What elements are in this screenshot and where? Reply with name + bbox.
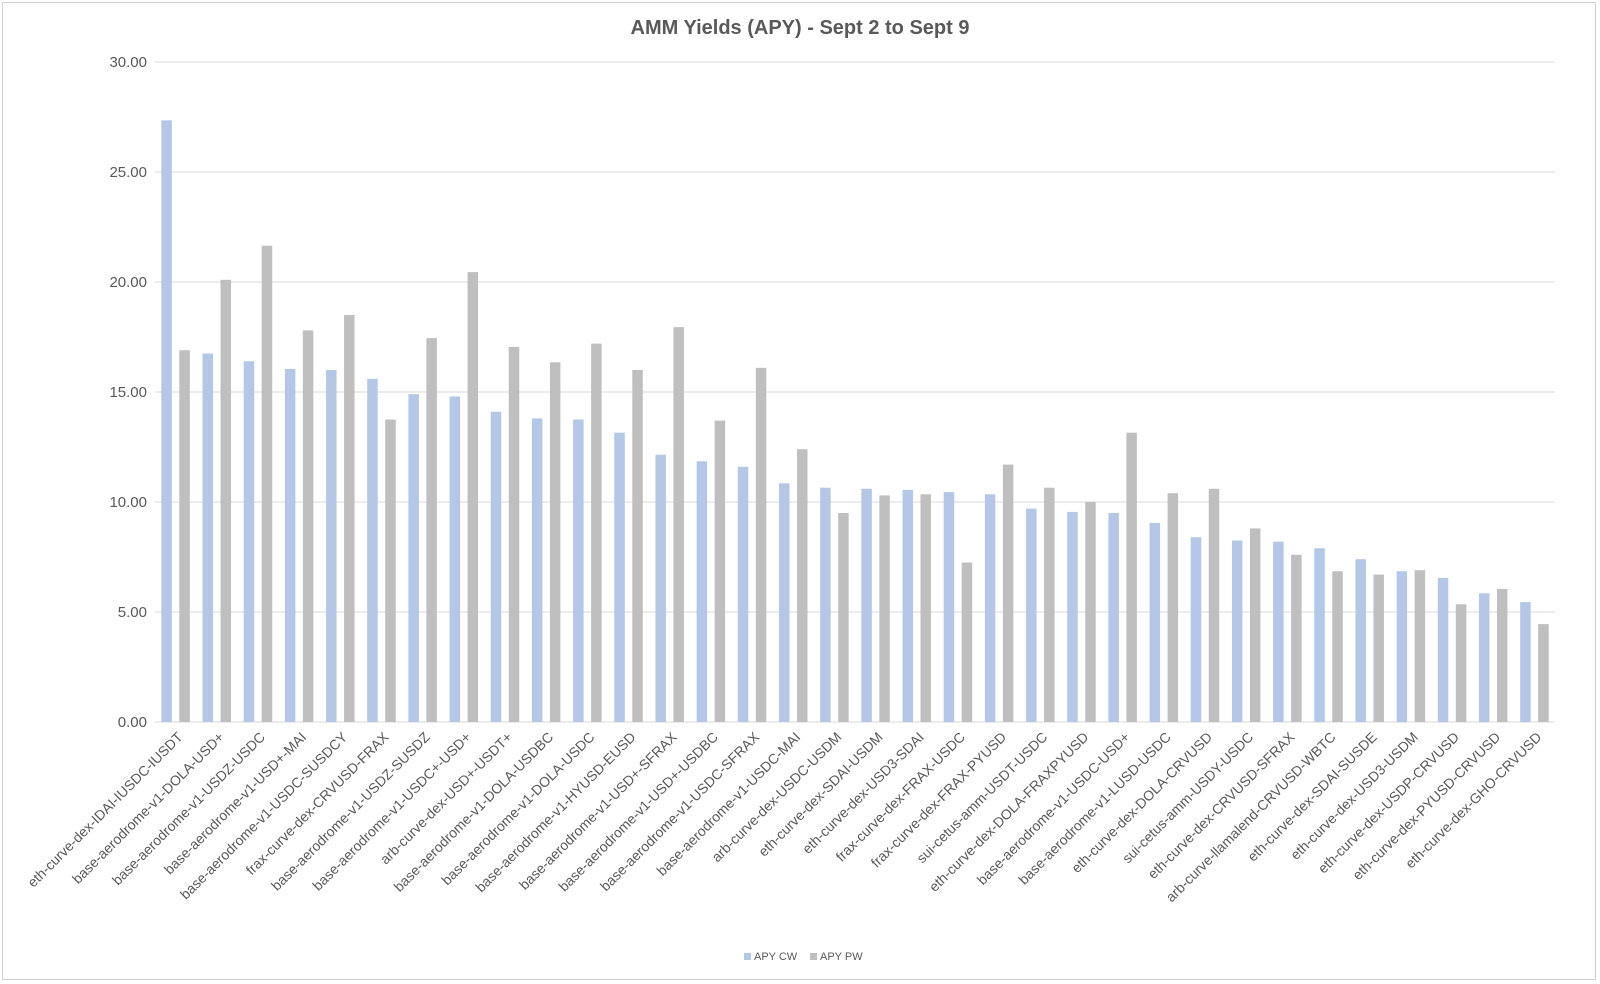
legend: APY CW APY PW xyxy=(744,951,863,963)
bar-apy-cw xyxy=(737,466,749,722)
chart-title: AMM Yields (APY) - Sept 2 to Sept 9 xyxy=(631,17,970,39)
bar-apy-cw xyxy=(1067,511,1078,722)
bar-apy-cw xyxy=(1437,577,1449,722)
bar-apy-cw xyxy=(614,432,625,722)
bar-apy-pw xyxy=(1414,570,1426,722)
bar-apy-pw xyxy=(1455,604,1467,722)
y-tick-label: 10.00 xyxy=(109,494,147,511)
bar-apy-cw xyxy=(984,494,996,722)
bar-apy-cw xyxy=(696,461,708,722)
bar-apy-pw xyxy=(549,362,561,722)
bar-apy-pw xyxy=(385,419,396,722)
gridlines xyxy=(155,61,1555,723)
bar-apy-cw xyxy=(820,487,831,722)
bar-apy-cw xyxy=(1273,541,1284,722)
bars xyxy=(161,120,1549,723)
bar-apy-cw xyxy=(1478,593,1490,722)
bar-apy-pw xyxy=(261,245,273,722)
bar-apy-cw xyxy=(1231,540,1243,722)
bar-apy-cw xyxy=(655,454,666,722)
bar-apy-cw xyxy=(449,396,461,722)
bar-apy-pw xyxy=(755,367,767,722)
y-tick-label: 30.00 xyxy=(109,54,147,71)
bar-apy-pw xyxy=(1208,488,1220,722)
bar-apy-pw xyxy=(1002,464,1014,722)
bar-apy-cw xyxy=(573,419,584,722)
bar-apy-pw xyxy=(467,272,479,722)
bar-apy-cw xyxy=(1396,571,1408,722)
bar-apy-pw xyxy=(796,449,808,722)
bar-apy-pw xyxy=(302,330,314,722)
bar-apy-cw xyxy=(1314,548,1325,722)
bar-apy-cw xyxy=(1108,513,1119,722)
bar-apy-pw xyxy=(1332,571,1343,722)
bar-apy-pw xyxy=(508,346,520,722)
bar-apy-cw xyxy=(861,488,872,722)
bar-apy-pw xyxy=(714,420,726,722)
bar-apy-cw xyxy=(243,361,255,722)
bar-apy-cw xyxy=(1355,559,1366,722)
bar-apy-cw xyxy=(408,394,419,722)
bar-apy-pw xyxy=(1249,528,1261,722)
bar-apy-pw xyxy=(632,370,643,722)
legend-swatch xyxy=(744,953,751,960)
bar-apy-cw xyxy=(490,411,502,722)
bar-apy-cw xyxy=(202,353,214,722)
x-tick-label: base-aerodrome-v1-USDC-USD+ xyxy=(974,729,1133,888)
x-tick-label: base-aerodrome-v1-DOLA-USD+ xyxy=(69,729,227,887)
bar-apy-pw xyxy=(1126,432,1137,722)
legend-label: APY CW xyxy=(754,951,798,963)
bar-apy-cw xyxy=(1190,537,1202,722)
bar-apy-cw xyxy=(367,378,378,722)
bar-apy-pw xyxy=(879,495,890,722)
y-tick-label: 25.00 xyxy=(109,164,147,181)
x-axis-ticks: eth-curve-dex-IDAI-IUSDC-IUSDTbase-aerod… xyxy=(24,728,1544,905)
bar-apy-cw xyxy=(326,370,337,722)
bar-apy-pw xyxy=(426,338,437,722)
bar-apy-pw xyxy=(1291,554,1302,722)
bar-apy-pw xyxy=(591,343,602,722)
bar-apy-pw xyxy=(1044,487,1055,722)
bar-apy-pw xyxy=(1167,493,1179,722)
legend-label: APY PW xyxy=(820,951,863,963)
y-tick-label: 5.00 xyxy=(118,604,147,621)
bar-apy-cw xyxy=(284,368,296,722)
y-tick-label: 15.00 xyxy=(109,384,147,401)
bar-apy-cw xyxy=(1026,508,1037,722)
x-tick-label: eth-curve-dex-PYUSD-CRVUSD xyxy=(1349,729,1503,883)
y-tick-label: 20.00 xyxy=(109,274,147,291)
bar-apy-pw xyxy=(1373,574,1384,722)
bar-apy-pw xyxy=(344,315,355,722)
bar-apy-pw xyxy=(838,513,849,722)
bar-apy-pw xyxy=(673,327,684,722)
bar-apy-pw xyxy=(961,562,973,722)
bar-apy-cw xyxy=(1520,602,1531,722)
y-tick-label: 0.00 xyxy=(118,714,147,731)
bar-apy-cw xyxy=(943,492,955,722)
bar-apy-pw xyxy=(1538,624,1549,722)
bar-apy-cw xyxy=(778,483,790,722)
bar-apy-pw xyxy=(220,279,232,722)
bar-apy-cw xyxy=(902,489,914,722)
bar-apy-pw xyxy=(1496,588,1508,722)
legend-swatch xyxy=(810,953,817,960)
bar-apy-cw xyxy=(1149,522,1161,722)
bar-apy-pw xyxy=(1085,502,1096,722)
bar-apy-pw xyxy=(179,350,190,722)
y-axis-ticks: 0.00 5.00 10.00 15.00 20.00 25.00 30.00 xyxy=(109,54,147,731)
bar-apy-cw xyxy=(531,418,543,722)
bar-apy-cw xyxy=(161,120,172,723)
bar-apy-pw xyxy=(920,494,932,722)
